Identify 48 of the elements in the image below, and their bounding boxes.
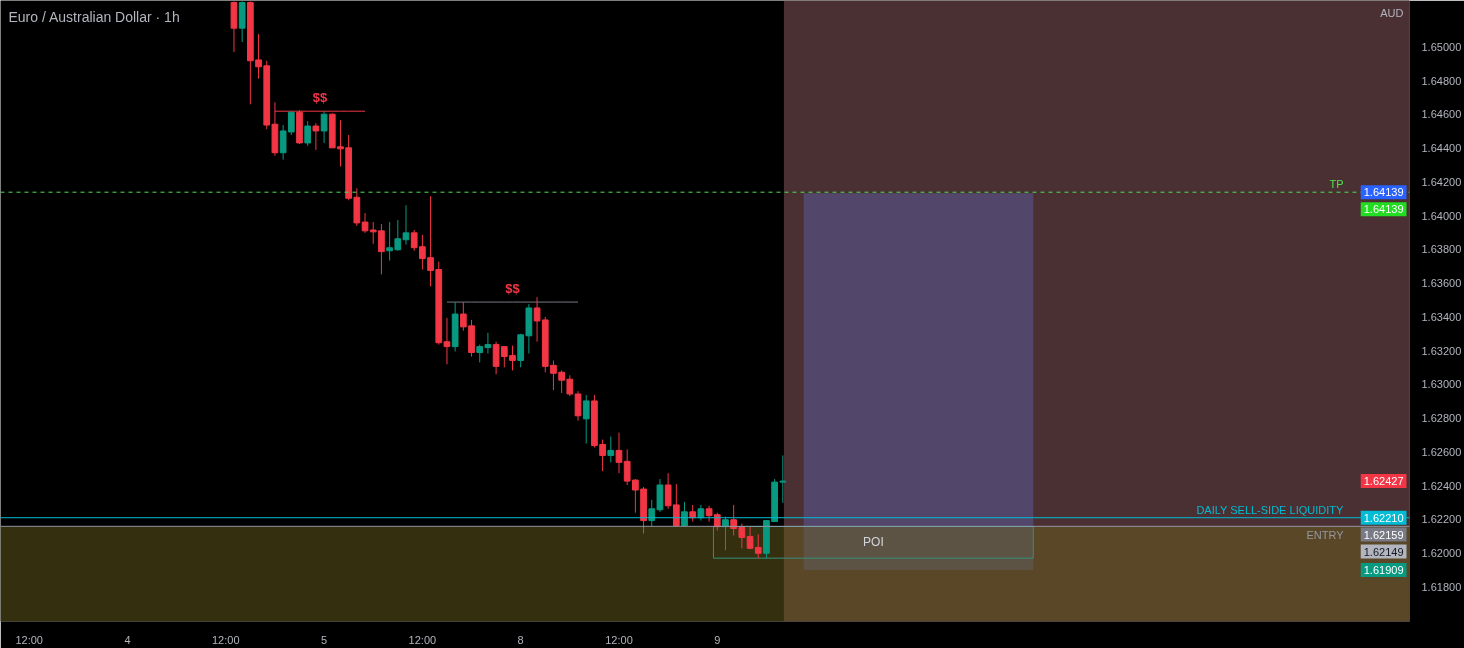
- series-label: $$: [505, 281, 521, 297]
- x-tick-label: 12:00: [605, 633, 633, 646]
- y-tick-label: 1.62600: [1421, 445, 1462, 458]
- y-tick-label: 1.64000: [1421, 209, 1462, 222]
- candlestick: [574, 390, 582, 422]
- candlestick: [582, 394, 590, 444]
- candlestick: [722, 516, 729, 551]
- text: Euro / Australian Dollar · 1h: [8, 8, 180, 25]
- y-tick-label: 1.65000: [1421, 40, 1462, 53]
- candlestick: [304, 120, 312, 147]
- ref-line-label: DAILY SELL-SIDE LIQUIDITY: [1196, 503, 1344, 516]
- y-tick-label: 1.62800: [1421, 412, 1462, 425]
- ref-line-label: TP: [1329, 178, 1344, 191]
- x-tick-label: 12:00: [15, 633, 43, 646]
- candlestick: [681, 501, 688, 527]
- y-tick-label: 1.63000: [1421, 378, 1462, 391]
- x-tick-label: 9: [714, 633, 721, 646]
- candlestick: [320, 110, 328, 144]
- y-tick-label: 1.63400: [1421, 310, 1462, 323]
- y-tick-label: 1.64400: [1421, 142, 1462, 155]
- annotation: 1.62210: [1363, 511, 1404, 524]
- y-tick-label: 1.64800: [1421, 74, 1462, 87]
- y-tick-label: 1.63600: [1421, 277, 1462, 290]
- x-tick-label: 5: [321, 633, 328, 646]
- y-tick-label: 1.63200: [1421, 344, 1462, 357]
- annotation: 1.64139: [1363, 203, 1404, 216]
- x-tick-label: 4: [124, 633, 131, 646]
- y-axis-title: AUD: [1380, 6, 1404, 19]
- series-label: $$: [312, 90, 328, 106]
- candlestick: [312, 122, 320, 151]
- x-tick-label: 12:00: [212, 633, 240, 646]
- y-tick-label: 1.61800: [1421, 580, 1462, 593]
- annotation: 1.62149: [1363, 545, 1404, 558]
- annotation: 1.62159: [1363, 528, 1404, 541]
- annotation: 1.64139: [1363, 186, 1404, 199]
- y-tick-label: 1.62200: [1421, 513, 1462, 526]
- candlestick: [607, 436, 615, 463]
- x-tick-label: 12:00: [408, 633, 437, 646]
- ref-line-label: ENTRY: [1306, 529, 1345, 542]
- y-tick-label: 1.64200: [1421, 175, 1462, 188]
- y-tick-label: 1.64600: [1421, 108, 1462, 121]
- y-tick-label: 1.62400: [1421, 479, 1462, 492]
- x-tick-label: 8: [517, 633, 524, 646]
- y-tick-label: 1.62000: [1421, 547, 1462, 560]
- annotation: 1.61909: [1363, 563, 1404, 576]
- annotation: 1.62427: [1363, 475, 1404, 488]
- annotation: POI: [863, 535, 884, 550]
- y-tick-label: 1.63800: [1421, 243, 1462, 256]
